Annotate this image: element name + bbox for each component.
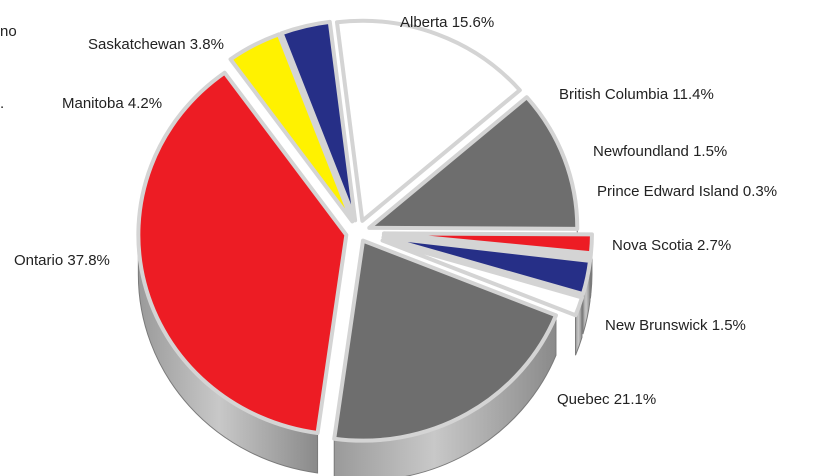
slice-label-alberta: Alberta 15.6% — [400, 14, 494, 31]
slice-label-prince-edward-island: Prince Edward Island 0.3% — [597, 183, 777, 200]
slice-label-quebec: Quebec 21.1% — [557, 391, 656, 408]
slice-alberta — [334, 18, 522, 223]
slice-label-british-columbia: British Columbia 11.4% — [559, 86, 714, 103]
slice-quebec — [332, 238, 558, 443]
slice-label-ontario: Ontario 37.8% — [14, 252, 110, 269]
text-fragment: . — [0, 95, 4, 112]
slice-label-nova-scotia: Nova Scotia 2.7% — [612, 237, 731, 254]
pie-slices — [136, 18, 594, 443]
slice-label-new-brunswick: New Brunswick 1.5% — [605, 317, 746, 334]
slice-ontario — [136, 70, 349, 435]
slice-manitoba — [228, 32, 355, 224]
slice-british-columbia — [367, 95, 580, 231]
slice-saskatchewan — [279, 19, 358, 223]
slice-label-manitoba: Manitoba 4.2% — [62, 95, 162, 112]
slice-label-newfoundland: Newfoundland 1.5% — [593, 143, 727, 160]
text-fragment: no — [0, 23, 17, 40]
slice-prince-edward-island — [381, 232, 593, 261]
slice-new-brunswick — [380, 238, 584, 318]
slice-nova-scotia — [381, 235, 593, 297]
slice-label-saskatchewan: Saskatchewan 3.8% — [88, 36, 224, 53]
